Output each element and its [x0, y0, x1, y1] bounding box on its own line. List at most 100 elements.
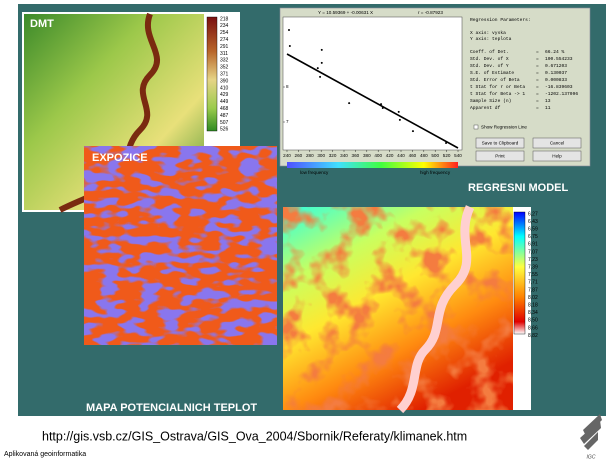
checkbox[interactable] — [473, 124, 479, 130]
scatter-point — [288, 45, 291, 48]
x-tick-label: 500 — [431, 153, 439, 158]
y-axis-name: Y axis: teplota — [470, 36, 512, 42]
parameter-cell: S.E. of Estimate — [470, 70, 514, 76]
frequency-bar — [287, 162, 458, 168]
dem-legend-label: 390 — [220, 78, 229, 84]
dem-legend-label: 274 — [220, 37, 229, 43]
temperature-legend-label: 7,07 — [528, 249, 538, 255]
parameter-cell: = — [536, 71, 539, 76]
temperature-valley — [396, 205, 475, 414]
button[interactable] — [532, 150, 582, 162]
dem-legend-label: 487 — [220, 113, 229, 119]
scatter-point — [319, 75, 322, 78]
button-label[interactable]: Cancel — [550, 141, 564, 146]
temperature-legend-label: 8,34 — [528, 310, 538, 316]
button-label[interactable]: Print — [495, 154, 505, 159]
temperature-legend-label: 6,75 — [528, 234, 538, 240]
temperature-legend-label: 7,39 — [528, 265, 538, 271]
dem-legend-label: 234 — [220, 23, 229, 29]
parameter-cell: 66.24 % — [545, 49, 565, 55]
parameter-cell: -16.839603 — [545, 84, 573, 90]
dem-legend-label: 332 — [220, 58, 229, 64]
x-axis-name: X axis: vyska — [470, 30, 506, 36]
x-tick-label: 440 — [397, 153, 405, 158]
x-tick-label: 380 — [363, 153, 371, 158]
parameter-cell: 100.554233 — [545, 56, 573, 62]
aspect-title: EXPOZICE — [92, 152, 148, 164]
checkbox-label: Show Regression Line — [481, 125, 527, 130]
scatter-point — [348, 102, 351, 105]
y-tick-label: 8 — [286, 84, 289, 89]
temperature-legend-label: 8,66 — [528, 325, 538, 331]
button[interactable] — [475, 150, 525, 162]
y-tick-label: 7 — [286, 119, 289, 124]
scatter-point — [380, 103, 383, 106]
high-frequency: high frequency — [420, 170, 451, 175]
temperature-legend-label: 7,23 — [528, 257, 538, 263]
dem-legend-label: 410 — [220, 85, 229, 91]
button-label[interactable]: Help — [552, 154, 562, 159]
x-tick-label: 360 — [352, 153, 360, 158]
parameter-cell: Std. Error of Beta — [470, 77, 520, 83]
parameter-cell: Std. Dev. of Y — [470, 63, 509, 69]
low-frequency: low frequency — [300, 170, 329, 175]
parameter-cell: = — [536, 78, 539, 83]
parameter-cell: t Stat for r or Beta — [470, 84, 525, 90]
temperature-legend-label: 8,82 — [528, 333, 538, 339]
regression-caption: REGRESNI MODEL — [468, 182, 569, 194]
temperature-legend-label: 8,02 — [528, 295, 538, 301]
button[interactable] — [475, 137, 525, 149]
scatter-point — [398, 118, 401, 121]
dem-legend-label: 468 — [220, 106, 229, 112]
parameter-cell: = — [536, 50, 539, 55]
parameter-cell: Apparent df — [470, 105, 501, 111]
temperature-title: MAPA POTENCIALNICH TEPLOT — [86, 402, 257, 414]
equation: Y = 10.59369 + -0.00631 X — [318, 10, 373, 15]
course-name: Aplikovaná geoinformatika — [4, 451, 86, 458]
parameter-cell: = — [536, 106, 539, 111]
x-tick-label: 460 — [409, 153, 417, 158]
parameter-cell: = — [536, 57, 539, 62]
parameter-cell: Sample Size (n) — [470, 98, 511, 104]
dem-legend-label: 526 — [220, 127, 229, 133]
dem-legend-label: 311 — [220, 51, 228, 57]
dem-legend-label: 352 — [220, 65, 229, 71]
dem-legend-label: 429 — [220, 92, 229, 98]
parameter-cell: = — [536, 92, 539, 97]
parameter-cell: Coeff. of Det. — [470, 49, 509, 55]
dem-legend-bar — [206, 16, 218, 132]
x-tick-label: 340 — [340, 153, 348, 158]
x-tick-label: 240 — [283, 153, 291, 158]
scatter-point — [320, 48, 323, 51]
parameter-cell: = — [536, 85, 539, 90]
dem-legend-label: 254 — [220, 30, 229, 36]
temperature-relief — [283, 207, 513, 410]
x-tick-label: 400 — [374, 153, 382, 158]
button[interactable] — [532, 137, 582, 149]
scatter-point — [411, 130, 414, 133]
x-tick-label: 320 — [329, 153, 337, 158]
parameter-cell: 11 — [545, 105, 551, 111]
regression-line — [286, 53, 459, 149]
parameters-title: Regression Parameters: — [470, 17, 531, 23]
x-tick-label: 260 — [295, 153, 303, 158]
parameter-cell: 0.130037 — [545, 70, 567, 76]
button-label[interactable]: Save to Clipboard — [482, 141, 519, 146]
x-tick-label: 280 — [306, 153, 314, 158]
temperature-legend-label: 6,59 — [528, 227, 538, 233]
scatter-point — [445, 142, 448, 144]
parameter-cell: -1202.137096 — [545, 91, 578, 97]
dem-legend-label: 449 — [220, 99, 229, 105]
temperature-legend-bar — [513, 211, 526, 335]
parameter-cell: t Stat for Beta -> 1 — [470, 91, 525, 97]
scatter-point — [381, 107, 384, 109]
temperature-legend-label: 7,71 — [528, 280, 538, 286]
dem-legend-label: 371 — [220, 72, 229, 78]
parameter-cell: 0.671203 — [545, 63, 567, 69]
scatter-point — [320, 61, 323, 64]
scatter-point — [316, 67, 319, 70]
logo — [580, 414, 602, 450]
parameter-cell: = — [536, 64, 539, 69]
parameter-cell: 13 — [545, 98, 551, 104]
